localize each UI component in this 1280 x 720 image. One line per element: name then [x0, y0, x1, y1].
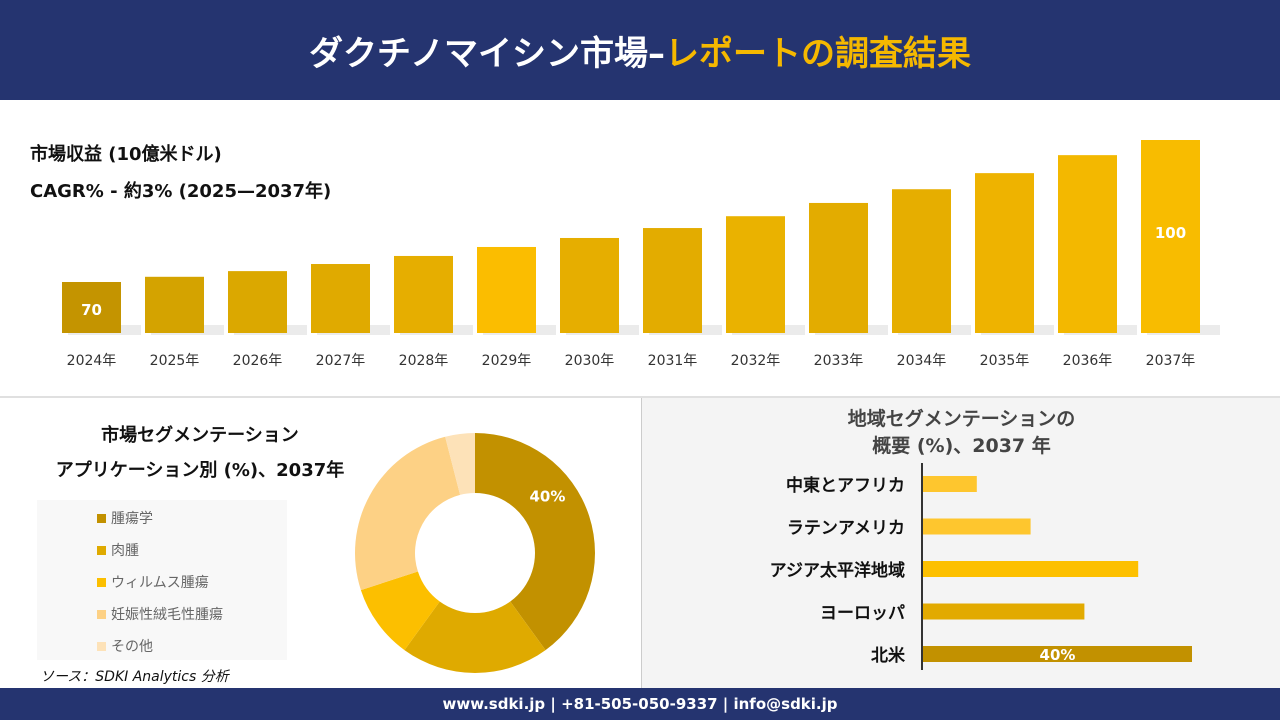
x-tick-label: 2024年 [67, 353, 117, 369]
page-header: ダクチノマイシン市場– レポートの調査結果 [0, 0, 1280, 100]
bar-2035年 [975, 173, 1034, 333]
bar-2036年 [1058, 155, 1117, 333]
pie-legend: 腫瘍学肉腫ウィルムス腫瘍 妊娠性絨毛性腫瘍 その他 [37, 500, 287, 660]
donut-slice-4 [445, 433, 475, 495]
donut-slice-0 [475, 433, 595, 651]
application-title-2: アプリケーション別 (%)、2037年 [55, 460, 345, 481]
bar-2024年 [62, 282, 121, 333]
legend-label: 腫瘍学 [111, 511, 153, 527]
legend-swatch [97, 545, 106, 555]
donut-slice-2 [360, 571, 440, 651]
hbar-ラテンアメリカ [923, 518, 1031, 535]
cagr-subtitle: CAGR% - 約3% (2025—2037年) [30, 181, 332, 202]
legend-label: その他 [111, 639, 153, 655]
bar-2029年 [477, 246, 536, 333]
x-tick-label: 2035年 [980, 353, 1030, 369]
bar-2030年 [560, 237, 619, 333]
x-tick-label: 2037年 [1146, 353, 1196, 369]
x-tick-label: 2026年 [233, 353, 283, 369]
legend-item: ウィルムス腫瘍 [97, 572, 209, 592]
legend-swatch [97, 609, 106, 619]
x-tick-label: 2028年 [399, 353, 449, 369]
bar-data-label: 100 [1155, 224, 1186, 242]
legend-item: 肉腫 [97, 540, 139, 560]
legend-label: 肉腫 [111, 543, 139, 559]
hbar-中東とアフリカ [923, 476, 977, 492]
category-label: 北米 [871, 645, 906, 666]
source-note: ソース：SDKI Analytics 分析 [40, 669, 229, 685]
section-divider [0, 396, 1280, 398]
donut-slice-3 [355, 436, 461, 591]
application-title-1: 市場セグメンテーション [101, 425, 299, 446]
revenue-title: 市場収益 (10億米ドル) [30, 144, 222, 165]
legend-item: 腫瘍学 [97, 508, 153, 528]
bar-2028年 [394, 255, 453, 333]
bar-2033年 [809, 202, 868, 333]
x-tick-label: 2032年 [731, 353, 781, 369]
legend-item: 妊娠性絨毛性腫瘍 [97, 604, 223, 624]
x-tick-label: 2036年 [1063, 353, 1113, 369]
category-label: ヨーロッパ [820, 604, 905, 624]
application-donut-chart: 40% [355, 433, 595, 673]
category-label: ラテンアメリカ [787, 519, 905, 539]
category-label: アジア太平洋地域 [770, 560, 905, 581]
hbar-ヨーロッパ [923, 603, 1085, 620]
bar-2031年 [643, 228, 702, 333]
bar-2032年 [726, 216, 785, 333]
x-tick-label: 2027年 [316, 353, 366, 369]
x-tick-label: 2031年 [648, 353, 698, 369]
bar-2025年 [145, 276, 204, 333]
bar-2034年 [892, 189, 951, 333]
category-label: 中東とアフリカ [786, 475, 905, 496]
x-tick-label: 2029年 [482, 353, 532, 369]
legend-swatch [97, 513, 106, 523]
donut-data-label: 40% [529, 487, 565, 505]
hbar-北米 [923, 646, 1192, 662]
legend-swatch [97, 641, 106, 651]
title-accent: レポートの調査結果 [664, 33, 971, 74]
bar-data-label: 70 [81, 301, 102, 319]
bar-2037年 [1141, 140, 1200, 333]
region-segment-section: 地域セグメンテーションの 概要 (%)、2037 年 中東とアフリカ ラテンアメリ… [641, 398, 1280, 688]
bar-2026年 [228, 271, 287, 333]
region-title-2: 概要 (%)、2037 年 [872, 435, 1051, 457]
x-tick-label: 2030年 [565, 353, 615, 369]
title-main: ダクチノマイシン市場– [309, 33, 665, 74]
x-tick-label: 2033年 [814, 353, 864, 369]
x-tick-label: 2025年 [150, 353, 200, 369]
bar-2027年 [311, 264, 370, 333]
legend-swatch [97, 577, 106, 587]
legend-label: ウィルムス腫瘍 [111, 575, 209, 591]
x-tick-label: 2034年 [897, 353, 947, 369]
donut-slice-1 [404, 601, 546, 673]
hbar-アジア太平洋地域 [923, 561, 1139, 577]
legend-item: その他 [97, 636, 153, 656]
legend-label: 妊娠性絨毛性腫瘍 [111, 607, 223, 623]
hbar-data-label: 40% [1040, 646, 1076, 664]
application-segment-section: 市場セグメンテーション アプリケーション別 (%)、2037年 腫瘍学肉腫ウィル… [0, 398, 640, 688]
revenue-bar-chart: 2024年 70 2025年 2026年 2027年 2028年 2029年 2030年 203… [62, 140, 1220, 369]
region-title-1: 地域セグメンテーションの [847, 408, 1076, 430]
footer-contact: www.sdki.jp | +81-505-050-9337 | info@sd… [0, 688, 1280, 720]
